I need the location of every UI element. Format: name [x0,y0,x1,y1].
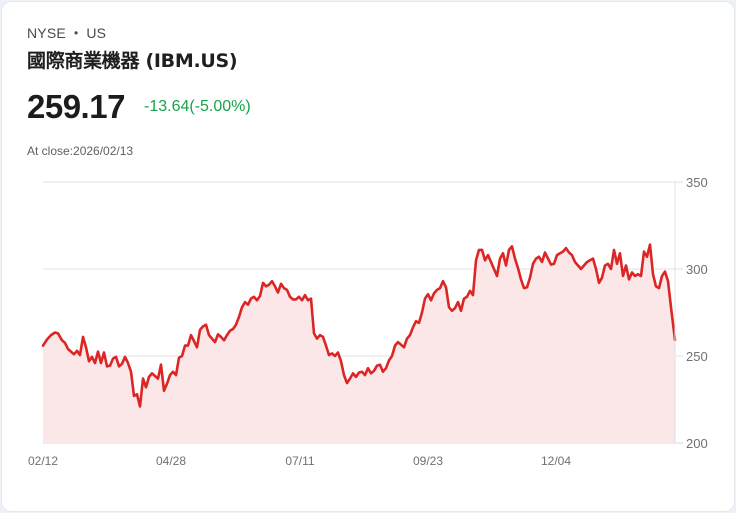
country-code: US [86,25,107,41]
x-tick-label: 04/28 [156,454,186,468]
y-tick-label: 200 [686,436,708,451]
y-axis-labels: 350 300 250 200 [686,175,708,451]
x-tick-label: 07/11 [285,454,314,468]
y-tick-label: 300 [686,262,708,277]
exchange-line: NYSE • US [27,25,106,41]
stock-title: 國際商業機器 (IBM.US) [27,50,238,72]
price-line [41,243,677,408]
x-axis-labels: 02/12 04/28 07/11 09/23 12/04 [28,454,571,468]
as-of-timestamp: At close:2026/02/13 [27,144,134,158]
price-area-fill [43,244,675,443]
current-price: 259.17 [27,88,125,125]
exchange-name: NYSE [27,25,66,41]
y-tick-label: 350 [686,175,708,190]
x-tick-label: 09/23 [413,454,443,468]
x-tick-label: 12/04 [541,454,571,468]
price-change: -13.64(-5.00%) [144,98,251,115]
x-tick-label: 02/12 [28,454,58,468]
separator-dot: • [73,26,79,40]
y-tick-label: 250 [686,349,708,364]
